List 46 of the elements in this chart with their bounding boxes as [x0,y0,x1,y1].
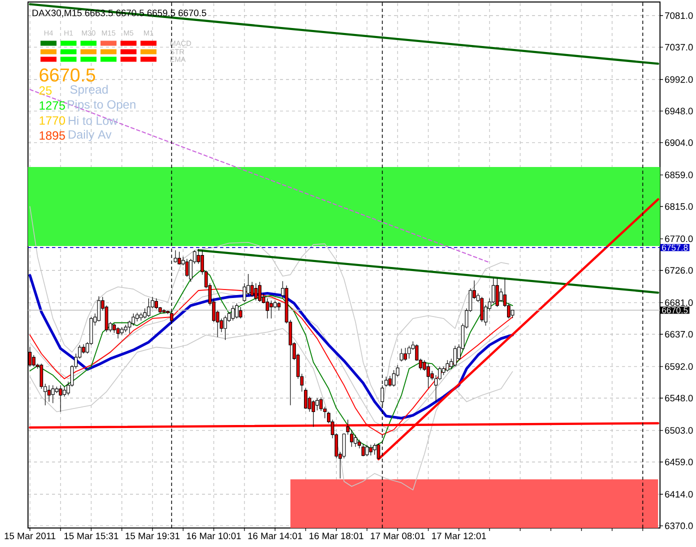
candlestick [139,312,143,321]
y-tick-label: 6681.0 [665,299,693,306]
annotation: Pips to Open [68,100,136,112]
y-tick-label: 6370.0 [665,522,693,530]
candlestick [365,444,369,457]
ref-line-label: 6670.5 [662,307,688,314]
y-tick-label: 6592.0 [665,363,693,370]
x-tick-label: 16 Mar 18:01 [310,532,364,540]
y-tick-label: 6904.0 [665,139,693,146]
x-tick-label: 15 Mar 2011 [4,532,56,540]
y-tick-label: 6414.0 [665,490,693,498]
candlestick [319,397,323,412]
candlestick [128,320,132,334]
y-tick-label: 6548.0 [665,394,693,402]
annotation: 1895 [40,131,65,140]
x-tick-label: 17 Mar 12:01 [432,532,486,540]
candlestick [116,326,120,339]
annotation: 25 [39,86,52,95]
annotation: 1770 [40,116,65,125]
y-tick-label: 6948.0 [665,108,693,114]
y-tick-label: 6637.0 [665,330,693,338]
y-tick-label: 6770.0 [665,236,693,242]
line-series [28,274,514,420]
y-tick-label: 7081.0 [665,12,693,19]
y-tick-label: 6815.0 [665,203,693,210]
candlestick [47,384,51,402]
y-tick-label: 6859.0 [665,172,693,178]
x-tick-label: 15 Mar 19:31 [126,532,180,540]
candlestick [388,376,392,387]
x-tick-label: 16 Mar 10:01 [186,532,241,540]
x-tick-label: 17 Mar 08:01 [370,532,425,540]
x-tick-label: 15 Mar 15:31 [64,532,118,540]
annotation: Daily Av [68,130,112,142]
y-tick-label: 6992.0 [665,76,693,83]
candlestick [400,348,404,362]
candlestick [273,300,277,309]
y-tick-label: 7037.0 [665,44,693,51]
y-tick-label: 6503.0 [665,427,693,434]
ref-line-label: 6757.8 [662,244,688,251]
annotation: 1275 [40,101,65,110]
annotation: Spread [70,84,108,96]
y-tick-label: 6726.0 [665,267,693,274]
y-tick-label: 6459.0 [665,458,693,466]
candlestick [58,384,62,412]
annotation: 6670.5 [40,68,96,82]
x-tick-label: 16 Mar 14:01 [248,532,302,540]
